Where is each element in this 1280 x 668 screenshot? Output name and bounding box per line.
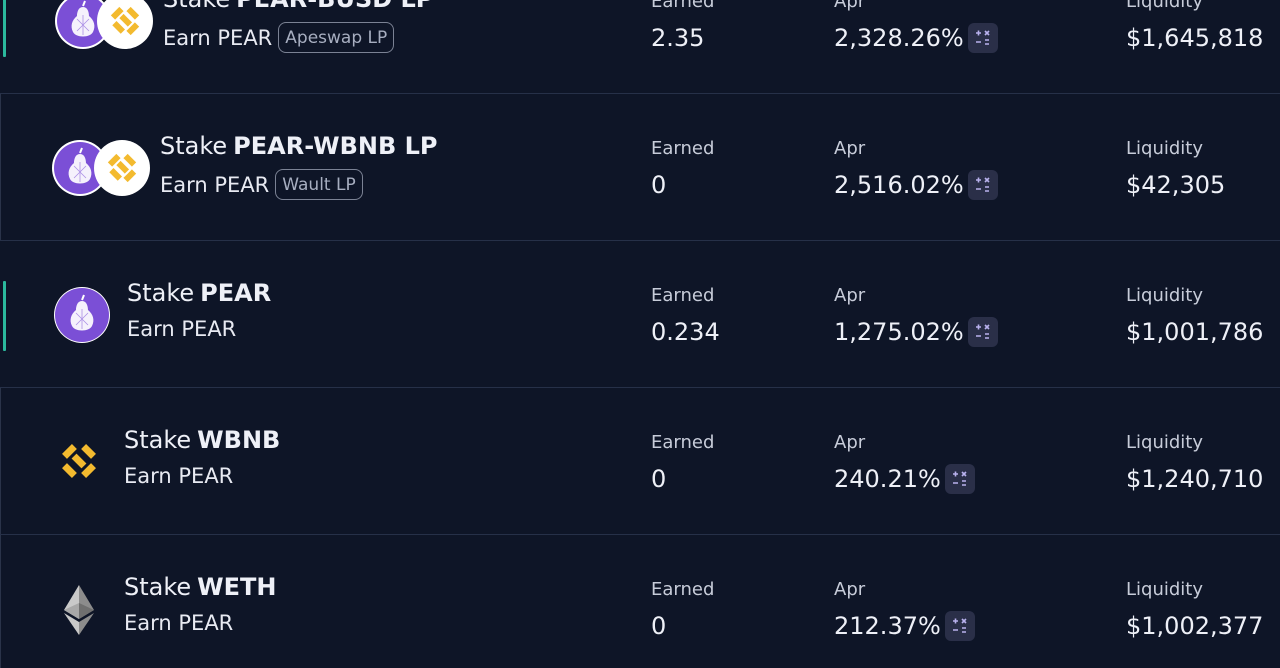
earned-label: Earned <box>651 579 715 600</box>
roi-calculator-button[interactable] <box>944 611 975 641</box>
farm-row[interactable]: Stake PEAR Earn PEAR Earned 0.234 Apr 1,2… <box>0 241 1280 388</box>
calculator-icon <box>952 618 967 633</box>
farm-title: Stake PEAR-BUSD LP <box>163 0 433 13</box>
stake-pair: PEAR <box>200 279 272 307</box>
farm-row[interactable]: Stake WETH Earn PEAR Earned 0 Apr 212.37%… <box>0 535 1280 668</box>
active-indicator <box>3 281 6 351</box>
calculator-icon <box>975 30 990 45</box>
earned-value: 2.35 <box>651 24 705 52</box>
apr-group: 240.21% <box>834 464 975 494</box>
stake-prefix: Stake <box>124 573 192 601</box>
farm-subtitle: Earn PEAR <box>127 316 236 342</box>
row-edge <box>0 94 1 240</box>
pear-wbnb-icon <box>52 140 152 196</box>
liquidity-label: Liquidity <box>1126 432 1204 453</box>
roi-calculator-button[interactable] <box>944 464 975 494</box>
earned-value: 0 <box>651 612 667 640</box>
apr-label: Apr <box>834 432 866 453</box>
roi-calculator-button[interactable] <box>967 317 998 347</box>
farm-title: Stake WBNB <box>124 426 280 454</box>
earned-value: 0 <box>651 171 667 199</box>
apr-label: Apr <box>834 579 866 600</box>
earn-text: Earn PEAR <box>124 464 234 488</box>
bnb-icon <box>50 432 108 490</box>
earn-text: Earn PEAR <box>163 25 273 50</box>
apr-value: 2,328.26% <box>834 24 964 52</box>
apr-value: 212.37% <box>834 612 941 640</box>
stake-prefix: Stake <box>127 279 195 307</box>
earned-value: 0.234 <box>651 318 720 346</box>
stake-pair: PEAR-WBNB LP <box>233 132 438 160</box>
liquidity-label: Liquidity <box>1126 0 1204 12</box>
earned-label: Earned <box>651 138 715 159</box>
farm-title: Stake WETH <box>124 573 277 601</box>
row-edge <box>0 535 1 668</box>
calculator-icon <box>975 177 990 192</box>
pear-icon <box>54 287 110 343</box>
apr-value: 240.21% <box>834 465 941 493</box>
earn-text: Earn PEAR <box>160 172 270 197</box>
stake-pair: PEAR-BUSD LP <box>236 0 433 13</box>
earned-label: Earned <box>651 285 715 306</box>
lp-source-tag: Apeswap LP <box>278 22 395 53</box>
farm-subtitle: Earn PEAR <box>124 610 233 636</box>
earned-label: Earned <box>651 0 715 12</box>
liquidity-value: $1,002,377 <box>1126 612 1264 640</box>
farm-title: Stake PEAR-WBNB LP <box>160 132 437 160</box>
busd-token-icon <box>97 0 153 49</box>
farm-subtitle: Earn PEAR Apeswap LP <box>163 22 395 53</box>
pear-busd-icon <box>55 0 155 49</box>
farm-subtitle: Earn PEAR <box>124 463 233 489</box>
liquidity-label: Liquidity <box>1126 579 1204 600</box>
roi-calculator-button[interactable] <box>967 23 998 53</box>
calculator-icon <box>952 471 967 486</box>
liquidity-value: $42,305 <box>1126 171 1226 199</box>
farm-row[interactable]: Stake PEAR-WBNB LP Earn PEAR Wault LP Earn… <box>0 94 1280 241</box>
calculator-icon <box>975 324 990 339</box>
roi-calculator-button[interactable] <box>967 170 998 200</box>
liquidity-value: $1,240,710 <box>1126 465 1264 493</box>
liquidity-label: Liquidity <box>1126 285 1204 306</box>
apr-group: 2,328.26% <box>834 23 998 53</box>
apr-group: 1,275.02% <box>834 317 998 347</box>
row-edge <box>0 388 1 534</box>
earn-text: Earn PEAR <box>124 611 234 635</box>
farm-subtitle: Earn PEAR Wault LP <box>160 169 363 200</box>
apr-group: 212.37% <box>834 611 975 641</box>
eth-icon <box>62 583 96 637</box>
stake-prefix: Stake <box>163 0 230 13</box>
earned-value: 0 <box>651 465 667 493</box>
earned-label: Earned <box>651 432 715 453</box>
stake-pair: WETH <box>197 573 277 601</box>
apr-value: 1,275.02% <box>834 318 964 346</box>
apr-label: Apr <box>834 285 866 306</box>
apr-label: Apr <box>834 0 866 12</box>
stake-pair: WBNB <box>197 426 281 454</box>
farm-title: Stake PEAR <box>127 279 271 307</box>
wbnb-token-icon <box>94 140 150 196</box>
apr-value: 2,516.02% <box>834 171 964 199</box>
active-indicator <box>3 0 6 57</box>
liquidity-value: $1,001,786 <box>1126 318 1264 346</box>
pear-token-icon <box>52 140 108 196</box>
stake-prefix: Stake <box>160 132 228 160</box>
lp-source-tag: Wault LP <box>275 169 363 200</box>
farm-row[interactable]: Stake WBNB Earn PEAR Earned 0 Apr 240.21%… <box>0 388 1280 535</box>
liquidity-label: Liquidity <box>1126 138 1204 159</box>
apr-group: 2,516.02% <box>834 170 998 200</box>
stake-prefix: Stake <box>124 426 192 454</box>
apr-label: Apr <box>834 138 866 159</box>
liquidity-value: $1,645,818 <box>1126 24 1264 52</box>
earn-text: Earn PEAR <box>127 317 237 341</box>
